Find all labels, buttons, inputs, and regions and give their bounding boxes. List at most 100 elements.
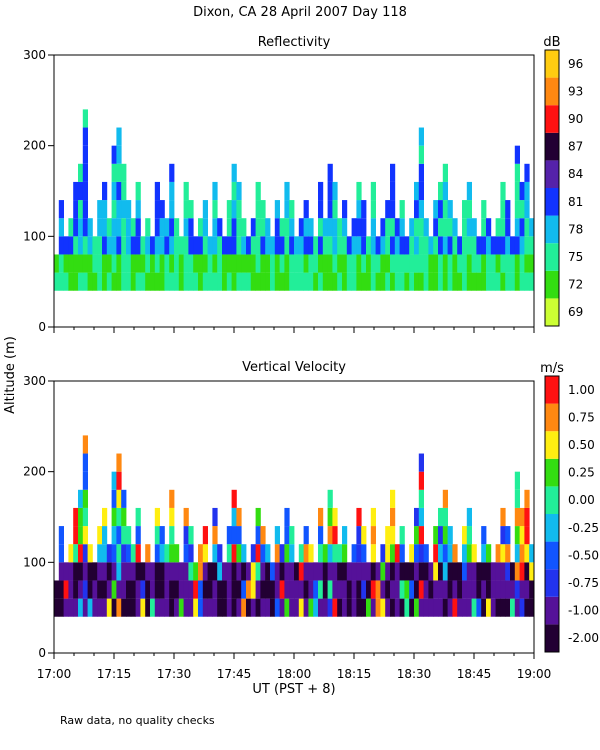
heatmap-cell: [486, 562, 492, 581]
heatmap-cell: [121, 544, 127, 563]
heatmap-cell: [145, 562, 151, 581]
heatmap-cell: [111, 526, 117, 545]
heatmap-cell: [111, 236, 117, 255]
heatmap-cell: [159, 562, 165, 581]
heatmap-cell: [505, 200, 511, 219]
heatmap-cell: [150, 254, 156, 273]
heatmap-cell: [279, 218, 285, 237]
heatmap-cell: [236, 544, 242, 563]
heatmap-cell: [370, 580, 376, 599]
heatmap-cell: [409, 562, 415, 581]
heatmap-cell: [159, 544, 165, 563]
heatmap-cell: [140, 236, 146, 255]
heatmap-cell: [250, 562, 256, 581]
colorbar-label: 69: [568, 305, 583, 319]
heatmap-cell: [337, 272, 343, 291]
heatmap-cell: [135, 526, 141, 545]
colorbar-swatch: [545, 298, 559, 326]
heatmap-cell: [121, 489, 127, 508]
x-tick-label: 18:30: [397, 667, 432, 681]
heatmap-cell: [217, 562, 223, 581]
heatmap-cell: [289, 200, 295, 219]
heatmap-cell: [116, 580, 122, 599]
heatmap-cell: [452, 598, 458, 617]
heatmap-cell: [150, 580, 156, 599]
heatmap-cell: [236, 236, 242, 255]
heatmap-cell: [486, 598, 492, 617]
heatmap-cell: [183, 544, 189, 563]
heatmap-cell: [68, 236, 74, 255]
heatmap-cell: [58, 272, 64, 291]
heatmap-cell: [399, 580, 405, 599]
heatmap-cell: [255, 598, 261, 617]
heatmap-cell: [212, 544, 218, 563]
heatmap-cell: [303, 544, 309, 563]
heatmap-cell: [519, 254, 525, 273]
heatmap-cell: [116, 181, 122, 201]
colorbar-swatch: [545, 160, 559, 188]
vertical-velocity-colorbar-unit: m/s: [540, 361, 564, 376]
heatmap-cell: [145, 236, 151, 255]
heatmap-cell: [193, 580, 199, 599]
heatmap-cell: [327, 254, 333, 273]
heatmap-cell: [390, 236, 396, 255]
heatmap-cell: [63, 580, 69, 599]
reflectivity-heatmap: [54, 109, 535, 291]
heatmap-cell: [466, 562, 472, 581]
heatmap-cell: [399, 218, 405, 237]
heatmap-cell: [414, 598, 420, 617]
heatmap-cell: [418, 254, 424, 273]
x-tick-label: 19:00: [517, 667, 552, 681]
heatmap-cell: [135, 507, 141, 527]
heatmap-cell: [198, 598, 204, 617]
colorbar-swatch: [545, 50, 559, 78]
heatmap-cell: [394, 254, 400, 273]
heatmap-cell: [92, 272, 98, 291]
heatmap-cell: [279, 236, 285, 255]
heatmap-cell: [102, 598, 108, 617]
heatmap-cell: [58, 544, 64, 563]
heatmap-cell: [183, 580, 189, 599]
heatmap-cell: [346, 580, 352, 599]
heatmap-cell: [130, 254, 136, 273]
heatmap-cell: [207, 562, 213, 581]
heatmap-cell: [68, 254, 74, 273]
heatmap-cell: [183, 218, 189, 237]
heatmap-cell: [447, 562, 453, 581]
heatmap-cell: [519, 598, 525, 617]
heatmap-cell: [418, 544, 424, 563]
heatmap-cell: [433, 236, 439, 255]
heatmap-cell: [409, 544, 415, 563]
heatmap-cell: [255, 544, 261, 563]
heatmap-cell: [342, 526, 348, 545]
heatmap-cell: [183, 526, 189, 545]
colorbar-swatch: [545, 270, 559, 299]
heatmap-cell: [308, 218, 314, 237]
heatmap-cell: [154, 580, 160, 599]
heatmap-cell: [414, 562, 420, 581]
heatmap-cell: [510, 272, 516, 291]
heatmap-cell: [370, 562, 376, 581]
heatmap-cell: [270, 254, 276, 273]
colorbar-swatch: [545, 376, 559, 404]
heatmap-cell: [375, 598, 381, 617]
heatmap-cell: [222, 254, 228, 273]
heatmap-cell: [250, 236, 256, 255]
heatmap-cell: [106, 236, 112, 255]
heatmap-cell: [366, 580, 372, 599]
heatmap-cell: [87, 598, 93, 617]
heatmap-cell: [303, 236, 309, 255]
heatmap-cell: [241, 254, 247, 273]
heatmap-cell: [111, 598, 117, 617]
heatmap-cell: [126, 544, 132, 563]
heatmap-cell: [183, 181, 189, 201]
heatmap-cell: [342, 200, 348, 219]
heatmap-cell: [351, 254, 357, 273]
heatmap-cell: [116, 272, 122, 291]
heatmap-cell: [236, 562, 242, 581]
heatmap-cell: [73, 526, 79, 545]
heatmap-cell: [169, 526, 175, 545]
heatmap-cell: [404, 254, 410, 273]
heatmap-cell: [169, 218, 175, 237]
